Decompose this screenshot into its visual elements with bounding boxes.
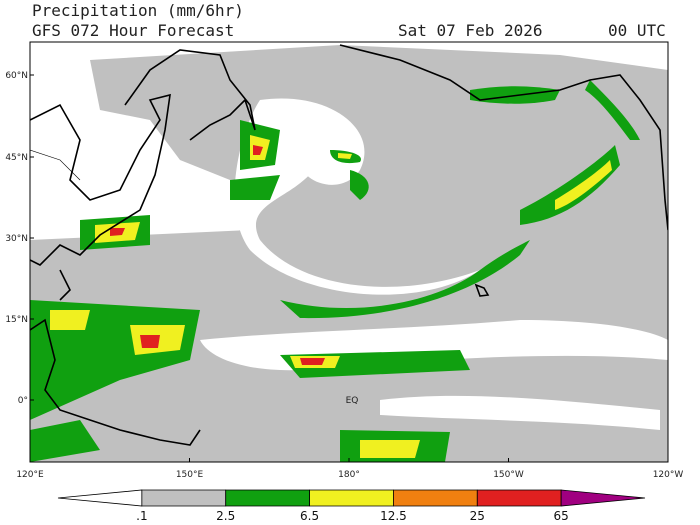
longitude-label: 120°W bbox=[653, 470, 684, 480]
longitude-labels: 120°E 150°E 180° 150°W 120°W bbox=[16, 458, 683, 480]
latitude-label: 60°N bbox=[5, 71, 28, 81]
latitude-label: 45°N bbox=[5, 153, 28, 163]
colorbar-segment bbox=[393, 489, 478, 507]
coastlines bbox=[30, 44, 668, 446]
map: EQ bbox=[29, 41, 669, 463]
longitude-label: 150°E bbox=[176, 470, 204, 480]
colorbar-label: 6.5 bbox=[300, 509, 319, 523]
colorbar-label: .1 bbox=[136, 509, 147, 523]
colorbar-segment bbox=[560, 489, 646, 507]
colorbar-segment bbox=[476, 489, 562, 507]
latitude-label: 0° bbox=[18, 396, 28, 406]
latitude-labels: 60°N 45°N 30°N 15°N 0° bbox=[5, 71, 34, 406]
time: 00 UTC bbox=[608, 21, 666, 40]
latitude-label: 30°N bbox=[5, 234, 28, 244]
colorbar-segment bbox=[225, 489, 310, 507]
colorbar-label: 12.5 bbox=[380, 509, 407, 523]
colorbar: .1 2.5 6.5 12.5 25 65 bbox=[57, 489, 646, 523]
precipitation-field bbox=[30, 45, 668, 462]
longitude-label: 120°E bbox=[16, 470, 44, 480]
date: Sat 07 Feb 2026 bbox=[398, 21, 543, 40]
title: Precipitation (mm/6hr) bbox=[32, 1, 244, 20]
longitude-label: 180° bbox=[338, 470, 360, 480]
colorbar-segment bbox=[141, 489, 227, 507]
colorbar-segment bbox=[309, 489, 394, 507]
latitude-label: 15°N bbox=[5, 315, 28, 325]
colorbar-label: 2.5 bbox=[216, 509, 235, 523]
equator-label: EQ bbox=[346, 396, 359, 406]
colorbar-segment bbox=[57, 489, 143, 507]
longitude-label: 150°W bbox=[493, 470, 524, 480]
colorbar-label: 65 bbox=[554, 509, 569, 523]
subtitle: GFS 072 Hour Forecast bbox=[32, 21, 234, 40]
colorbar-label: 25 bbox=[470, 509, 485, 523]
